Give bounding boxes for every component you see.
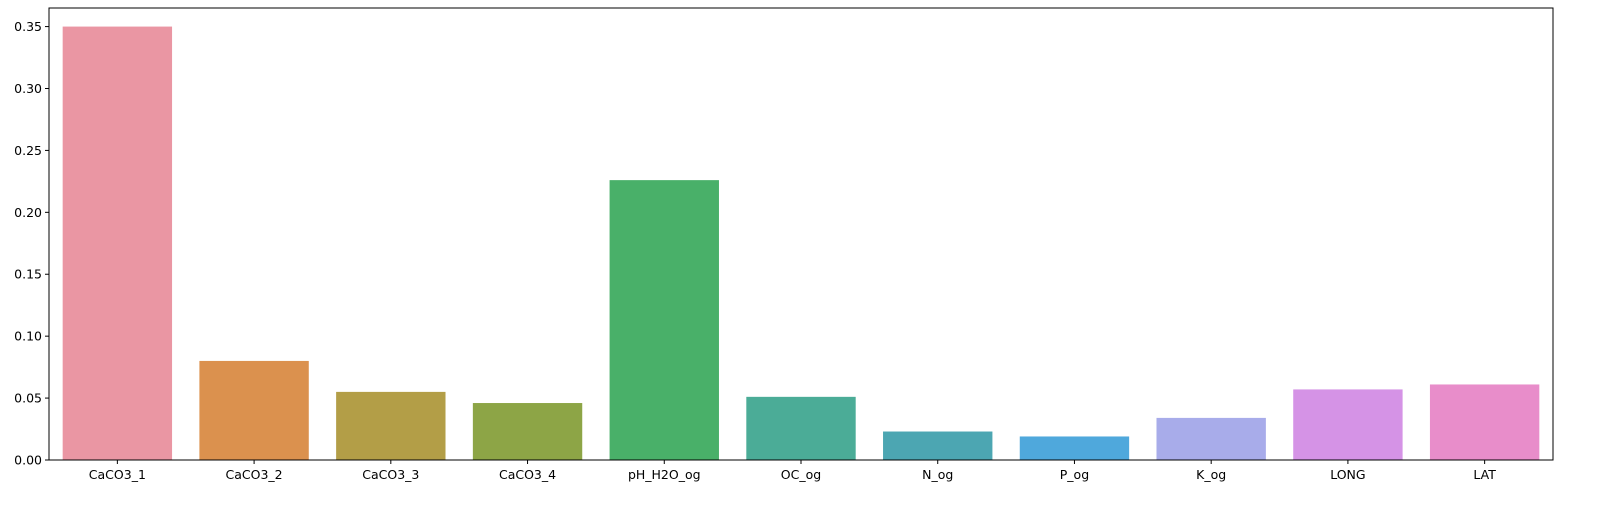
x-tick-label: K_og xyxy=(1196,467,1226,482)
x-tick-label: P_og xyxy=(1060,467,1089,482)
x-tick-label: OC_og xyxy=(781,467,821,482)
bars xyxy=(62,26,1540,460)
y-axis-ticks: 0.00 0.05 0.10 0.15 0.20 0.25 0.30 0.35 xyxy=(14,19,49,468)
bar-LAT xyxy=(1429,384,1540,460)
bar-LONG xyxy=(1293,389,1403,460)
bar-CaCO3_3 xyxy=(336,391,446,460)
y-tick-label: 0.30 xyxy=(14,81,42,96)
x-tick-label: CaCO3_2 xyxy=(226,467,283,482)
bar-K_og xyxy=(1156,417,1266,460)
bar-CaCO3_2 xyxy=(199,360,309,460)
plot-frame xyxy=(48,7,1554,461)
bar-CaCO3_4 xyxy=(472,403,583,460)
y-tick-label: 0.20 xyxy=(14,205,42,220)
bar-pH_H2O_og xyxy=(609,180,719,460)
y-tick-label: 0.35 xyxy=(14,19,42,34)
bar-N_og xyxy=(883,431,993,460)
bar-P_og xyxy=(1019,436,1130,460)
x-tick-label: LAT xyxy=(1473,467,1496,482)
x-tick-label: CaCO3_4 xyxy=(499,467,556,482)
x-tick-label: CaCO3_1 xyxy=(89,467,146,482)
y-tick-label: 0.05 xyxy=(14,391,42,406)
y-tick-label: 0.25 xyxy=(14,143,42,158)
x-axis-ticks: CaCO3_1 CaCO3_2 CaCO3_3 CaCO3_4 pH_H2O_og OC_… xyxy=(89,460,1496,482)
y-tick-label: 0.00 xyxy=(14,453,42,468)
x-tick-label: CaCO3_3 xyxy=(362,467,419,482)
bar-CaCO3_1 xyxy=(62,26,173,460)
x-tick-label: LONG xyxy=(1330,467,1365,482)
x-tick-label: N_og xyxy=(922,467,953,482)
bar-OC_og xyxy=(746,396,856,460)
y-tick-label: 0.10 xyxy=(14,329,42,344)
x-tick-label: pH_H2O_og xyxy=(628,467,701,482)
y-tick-label: 0.15 xyxy=(14,267,42,282)
